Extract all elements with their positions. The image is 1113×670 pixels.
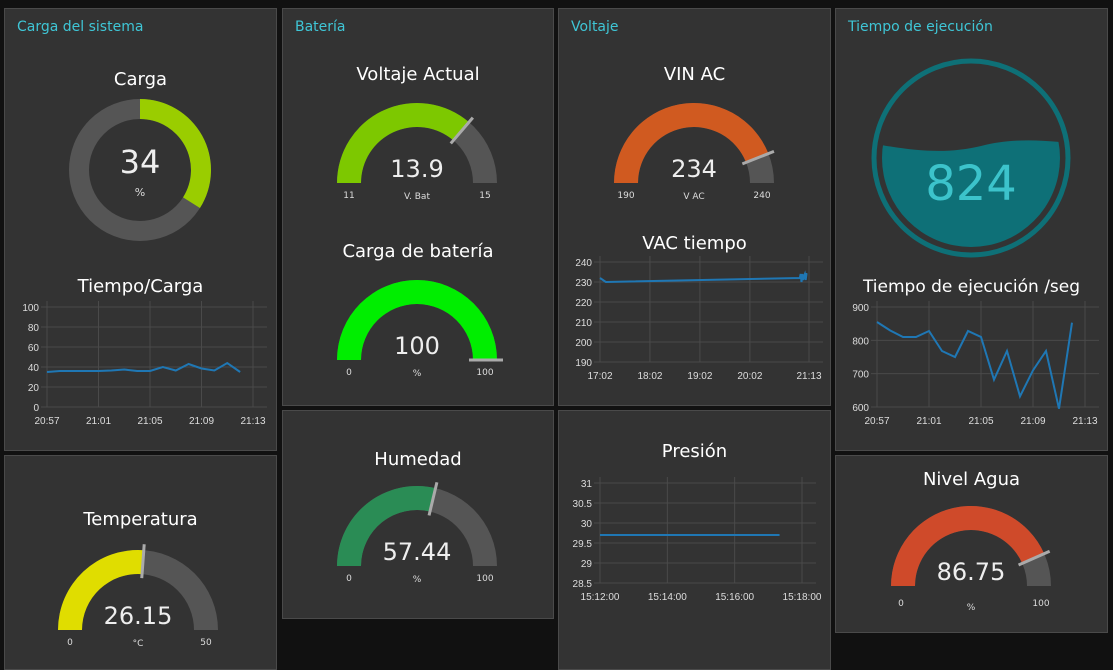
- gauge-temperatura: 26.15 °C 0 50: [58, 544, 218, 649]
- x-tick-label: 21:09: [189, 416, 214, 427]
- y-tick-label: 0: [33, 403, 39, 414]
- gauge-humedad: 57.44% 0 100: [337, 482, 497, 585]
- gauge-min: 0: [346, 368, 352, 378]
- y-tick-label: 210: [575, 318, 592, 329]
- gauge-max: 100: [476, 368, 493, 378]
- x-tick-label: 21:05: [137, 416, 162, 427]
- x-tick-label: 19:02: [687, 371, 712, 382]
- gauge-min: 190: [617, 191, 634, 201]
- gauge-unit: V AC: [683, 192, 704, 202]
- gauge-min: 0: [67, 638, 73, 648]
- gauge-carga_bateria: 100% 0 100: [337, 280, 503, 379]
- x-tick-label: 20:02: [737, 371, 762, 382]
- x-tick-label: 15:14:00: [648, 592, 687, 603]
- y-tick-label: 230: [575, 278, 592, 289]
- y-tick-label: 29.5: [573, 539, 593, 550]
- gauge-value: 13.9: [390, 155, 443, 183]
- gauge-max: 100: [1032, 599, 1049, 609]
- y-tick-label: 80: [28, 323, 40, 334]
- x-tick-label: 20:57: [34, 416, 59, 427]
- x-tick-label: 15:18:00: [783, 592, 822, 603]
- y-tick-label: 600: [852, 403, 869, 414]
- series-line: [877, 322, 1072, 409]
- y-tick-label: 40: [28, 363, 40, 374]
- x-tick-label: 15:16:00: [715, 592, 754, 603]
- gauge-value: 26.15: [104, 602, 173, 630]
- y-tick-label: 800: [852, 336, 869, 347]
- gauge-unit: V. Bat: [404, 192, 430, 202]
- x-tick-label: 21:05: [968, 416, 993, 427]
- gauge-max: 240: [753, 191, 770, 201]
- chart-presion: 28.5 29 29.5 30 30.5 31 15:12:00 15:14:00 15:16:…: [573, 477, 822, 603]
- gauge-value: 86.75: [937, 558, 1006, 586]
- chart-tiempo: 600 700 800 900 20:57 21:01 21:05 21:09 21:13: [852, 301, 1099, 427]
- x-tick-label: 21:13: [240, 416, 265, 427]
- y-tick-label: 200: [575, 338, 592, 349]
- gauge-vin_ac: 234 V AC 190 240: [614, 103, 774, 202]
- y-tick-label: 190: [575, 358, 592, 369]
- gauge-max: 100: [476, 574, 493, 584]
- y-tick-label: 31: [581, 479, 593, 490]
- gauge-min: 0: [898, 599, 904, 609]
- gauge-value: 57.44: [383, 538, 452, 566]
- y-tick-label: 220: [575, 298, 592, 309]
- y-tick-label: 30: [581, 519, 593, 530]
- series-line: [600, 274, 807, 282]
- donut-carga: 34%: [79, 99, 211, 231]
- level-value: 824: [925, 156, 1017, 212]
- donut-unit: %: [135, 186, 145, 199]
- chart-carga: 0 20 40 60 80 100 20:57 21:01 21:05 21:09 21:13: [22, 301, 267, 427]
- gauge-unit: %: [967, 603, 976, 613]
- x-tick-label: 21:13: [1072, 416, 1097, 427]
- y-tick-label: 30.5: [573, 499, 593, 510]
- gauge-unit: %: [413, 575, 422, 585]
- y-tick-label: 100: [22, 303, 39, 314]
- gauge-max: 50: [200, 638, 212, 648]
- x-tick-label: 17:02: [587, 371, 612, 382]
- gauge-value: 234: [671, 155, 717, 183]
- y-tick-label: 900: [852, 303, 869, 314]
- y-tick-label: 28.5: [573, 579, 593, 590]
- y-tick-label: 20: [28, 383, 40, 394]
- x-tick-label: 20:57: [864, 416, 889, 427]
- gauge-max: 15: [479, 191, 490, 201]
- y-tick-label: 240: [575, 258, 592, 269]
- x-tick-label: 21:01: [86, 416, 111, 427]
- x-tick-label: 15:12:00: [581, 592, 620, 603]
- x-tick-label: 21:13: [796, 371, 821, 382]
- donut-value: 34: [120, 143, 161, 181]
- x-tick-label: 21:09: [1020, 416, 1045, 427]
- level-tiempo-ejecucion: 824: [871, 61, 1071, 258]
- chart-vac: 190 200 210 220 230 240 17:02 18:02 19:02 20:02 21…: [575, 256, 823, 382]
- x-tick-label: 18:02: [637, 371, 662, 382]
- gauge-nivel_agua: 86.75% 0 100: [891, 506, 1051, 613]
- y-tick-label: 700: [852, 370, 869, 381]
- y-tick-label: 60: [28, 343, 40, 354]
- gauge-unit: %: [413, 369, 422, 379]
- gauge-value: 100: [394, 332, 440, 360]
- gauge-min: 0: [346, 574, 352, 584]
- gauge-unit: °C: [133, 639, 144, 649]
- gauge-voltaje_actual: 13.9 V. Bat 11 15: [337, 103, 497, 202]
- x-tick-label: 21:01: [916, 416, 941, 427]
- y-tick-label: 29: [581, 559, 593, 570]
- gauge-min: 11: [343, 191, 354, 201]
